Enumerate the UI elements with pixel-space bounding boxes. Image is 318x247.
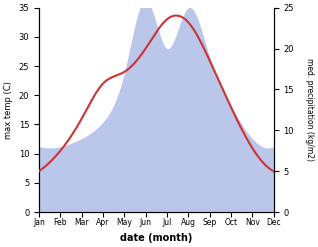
Y-axis label: max temp (C): max temp (C) xyxy=(4,81,13,139)
X-axis label: date (month): date (month) xyxy=(120,233,192,243)
Y-axis label: med. precipitation (kg/m2): med. precipitation (kg/m2) xyxy=(305,58,314,161)
